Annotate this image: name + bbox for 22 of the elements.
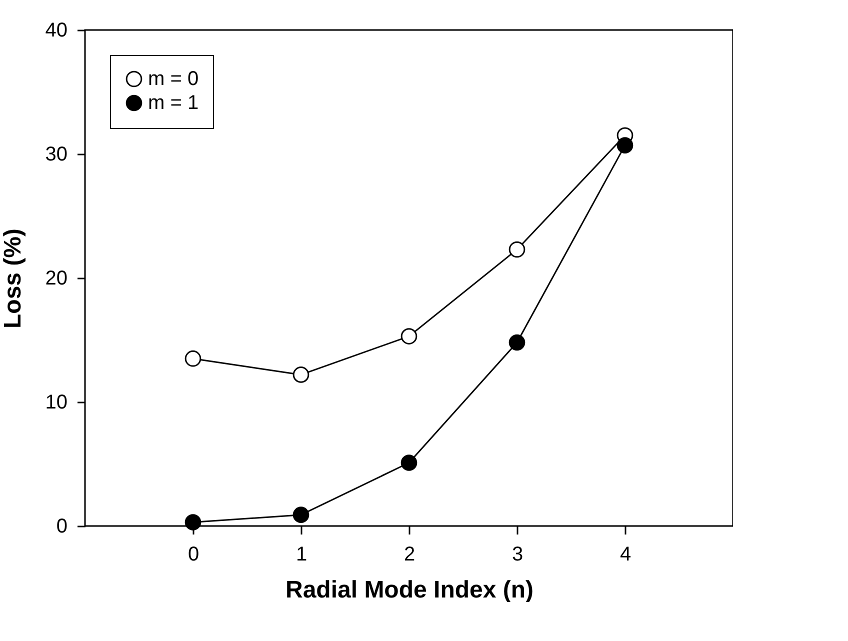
point [184,514,202,530]
point [292,366,310,383]
legend-label: m = 1 [148,92,199,114]
point [292,506,310,523]
point [616,137,634,154]
y-tick-label: 0 [56,516,68,538]
point [508,334,526,351]
x-tick-label: 3 [512,544,524,566]
x-tick-label: 4 [620,544,632,566]
y-axis-title: Loss (%) [0,228,26,329]
x-tick-label: 0 [188,544,200,566]
point [400,454,418,471]
y-tick-label: 30 [45,144,68,166]
point [184,350,202,367]
x-tick-label: 1 [296,544,308,566]
y-tick-label: 40 [45,20,68,42]
point [508,241,526,258]
point [400,328,418,344]
legend-label: m = 0 [148,68,199,90]
y-tick-label: 20 [45,268,68,290]
x-tick-label: 2 [404,544,416,566]
y-tick-label: 10 [45,392,68,414]
